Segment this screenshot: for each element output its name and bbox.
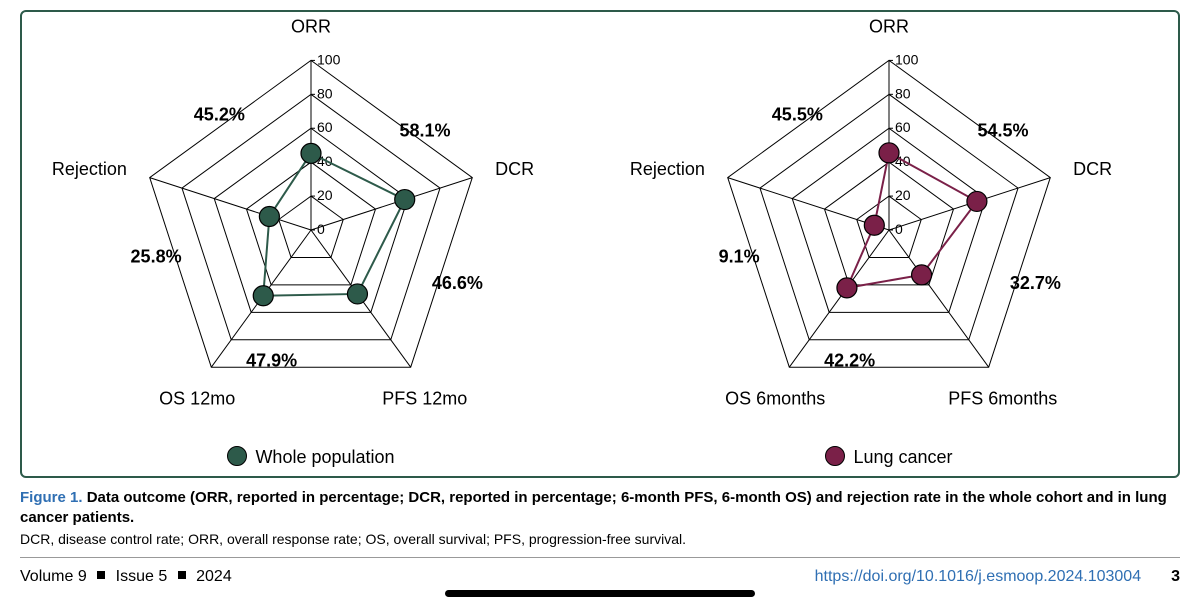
radar-svg: 020406080100ORRDCRPFS 6monthsOS 6monthsR…	[600, 12, 1178, 436]
radar-axis-label: Rejection	[630, 159, 705, 179]
radar-series-marker	[253, 286, 273, 306]
radar-legend: Whole population	[22, 446, 600, 468]
radar-axis-label: OS 6months	[725, 389, 825, 409]
footer-issue: Issue 5	[116, 568, 168, 585]
figure-abbreviations: DCR, disease control rate; ORR, overall …	[20, 531, 1180, 547]
radar-tick-label: 100	[317, 51, 341, 67]
footer-page-number: 3	[1171, 568, 1180, 586]
radar-axis-label: PFS 6months	[948, 389, 1057, 409]
radar-series-marker	[864, 215, 884, 235]
radar-tick-label: 20	[317, 187, 333, 203]
radar-value-label: 45.5%	[772, 104, 823, 124]
radar-value-label: 45.2%	[194, 104, 245, 124]
radar-tick-label: 80	[317, 85, 333, 101]
footer-volume: Volume 9	[20, 568, 87, 585]
separator-icon	[97, 571, 105, 579]
radar-value-label: 42.2%	[824, 351, 875, 371]
radar-legend: Lung cancer	[600, 446, 1178, 468]
radar-tick-label: 80	[895, 85, 911, 101]
radar-axis-label: OS 12mo	[159, 389, 235, 409]
radar-axis-label: ORR	[291, 16, 331, 36]
radar-axis-label: PFS 12mo	[382, 389, 467, 409]
footer-year: 2024	[196, 568, 232, 585]
radar-tick-label: 100	[895, 51, 919, 67]
radar-axis-label: Rejection	[52, 159, 127, 179]
radar-tick-label: 20	[895, 187, 911, 203]
radar-series-marker	[912, 265, 932, 285]
radar-series-marker	[347, 284, 367, 304]
radar-series-marker	[837, 278, 857, 298]
horizontal-scrollbar[interactable]	[445, 590, 755, 597]
radar-series-marker	[879, 143, 899, 163]
legend-label: Whole population	[255, 447, 394, 467]
legend-marker-icon	[825, 446, 845, 466]
radar-spoke	[789, 230, 889, 367]
radar-axis-label: DCR	[1073, 159, 1112, 179]
figure-title: Data outcome (ORR, reported in percentag…	[20, 489, 1167, 526]
figure-caption: Figure 1. Data outcome (ORR, reported in…	[20, 488, 1180, 558]
page-footer: Volume 9 Issue 5 2024 https://doi.org/10…	[20, 568, 1180, 586]
figure-label: Figure 1.	[20, 489, 83, 506]
radar-panel-whole-population: 020406080100ORRDCRPFS 12moOS 12moRejecti…	[22, 12, 600, 476]
radar-series-marker	[967, 191, 987, 211]
radar-tick-label: 60	[895, 119, 911, 135]
radar-tick-label: 0	[317, 221, 325, 237]
radar-value-label: 9.1%	[719, 247, 760, 267]
radar-value-label: 25.8%	[131, 247, 182, 267]
radar-value-label: 46.6%	[432, 273, 483, 293]
separator-icon	[178, 571, 186, 579]
footer-doi-link[interactable]: https://doi.org/10.1016/j.esmoop.2024.10…	[815, 568, 1141, 586]
radar-value-label: 54.5%	[978, 121, 1029, 141]
legend-marker-icon	[227, 446, 247, 466]
radar-tick-label: 0	[895, 221, 903, 237]
radar-axis-label: ORR	[869, 16, 909, 36]
legend-label: Lung cancer	[853, 447, 952, 467]
figure-box: 020406080100ORRDCRPFS 12moOS 12moRejecti…	[20, 10, 1180, 478]
radar-spoke	[311, 178, 472, 230]
page-root: 020406080100ORRDCRPFS 12moOS 12moRejecti…	[0, 0, 1200, 597]
radar-series-marker	[301, 143, 321, 163]
radar-series-marker	[395, 190, 415, 210]
radar-spoke	[150, 178, 311, 230]
radar-tick-label: 60	[317, 119, 333, 135]
radar-series-marker	[259, 206, 279, 226]
radar-value-label: 47.9%	[246, 351, 297, 371]
radar-value-label: 58.1%	[400, 121, 451, 141]
radar-axis-label: DCR	[495, 159, 534, 179]
radar-value-label: 32.7%	[1010, 273, 1061, 293]
radar-svg: 020406080100ORRDCRPFS 12moOS 12moRejecti…	[22, 12, 600, 436]
radar-panel-lung-cancer: 020406080100ORRDCRPFS 6monthsOS 6monthsR…	[600, 12, 1178, 476]
footer-issue-info: Volume 9 Issue 5 2024	[20, 568, 232, 586]
